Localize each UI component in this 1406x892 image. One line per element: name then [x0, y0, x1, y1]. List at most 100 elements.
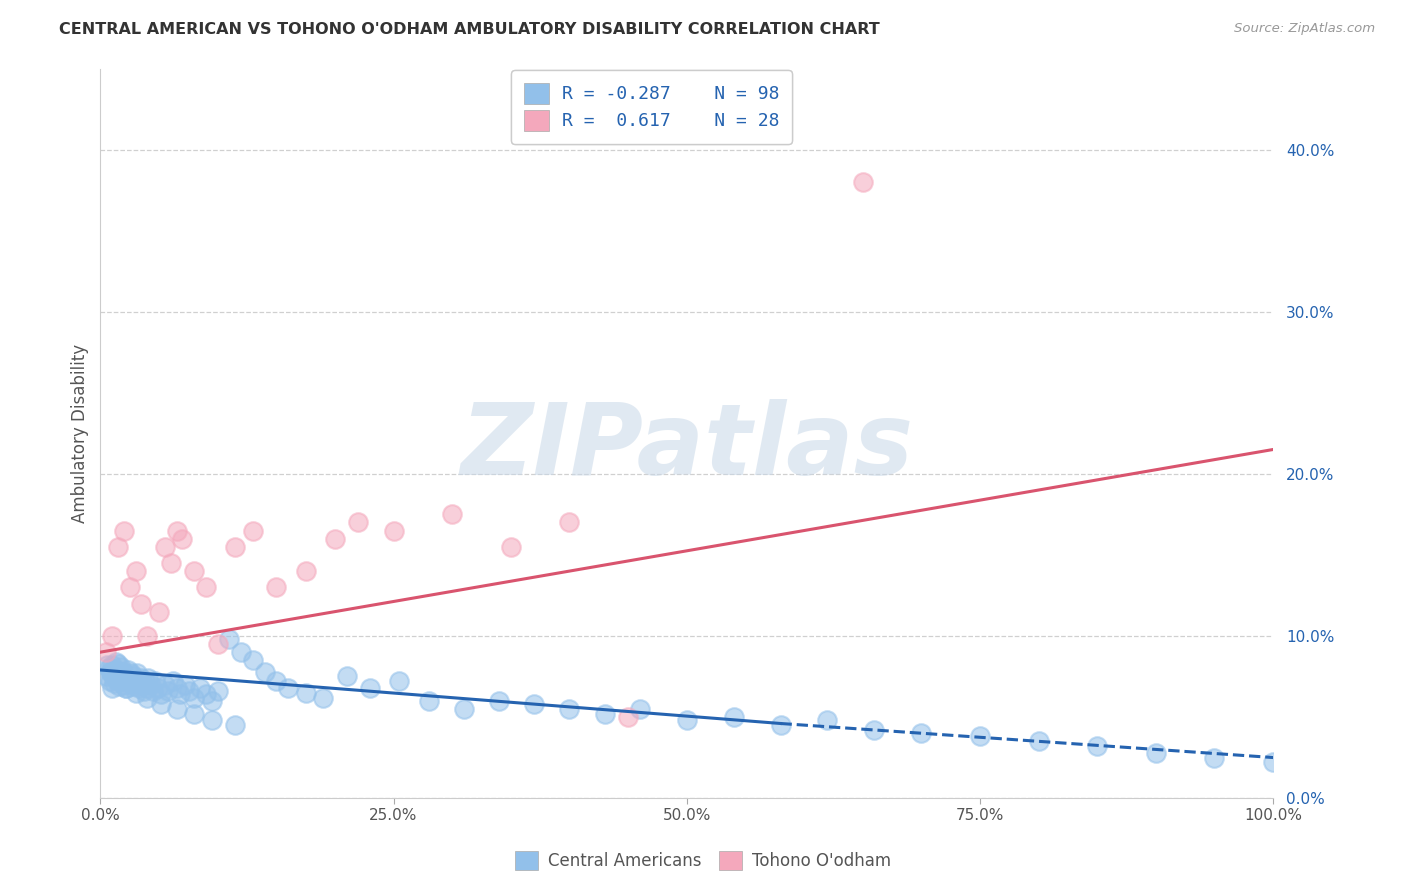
Point: [183, 564, 205, 578]
Point: [628, 702, 651, 716]
Point: [488, 694, 510, 708]
Point: [108, 674, 131, 689]
Point: [107, 540, 129, 554]
Point: [153, 540, 176, 554]
Point: [101, 629, 124, 643]
Point: [96, 669, 118, 683]
Point: [127, 676, 149, 690]
Point: [122, 669, 145, 683]
Legend: Central Americans, Tohono O'odham: Central Americans, Tohono O'odham: [509, 844, 897, 877]
Point: [253, 665, 276, 679]
Point: [1028, 734, 1050, 748]
Point: [312, 690, 335, 705]
Point: [294, 564, 316, 578]
Point: [1144, 746, 1167, 760]
Point: [139, 677, 162, 691]
Point: [1261, 756, 1284, 770]
Point: [104, 655, 127, 669]
Point: [183, 690, 205, 705]
Point: [115, 681, 138, 695]
Point: [323, 532, 346, 546]
Point: [593, 706, 616, 721]
Text: Source: ZipAtlas.com: Source: ZipAtlas.com: [1234, 22, 1375, 36]
Point: [100, 665, 122, 679]
Point: [124, 564, 146, 578]
Point: [499, 540, 522, 554]
Point: [98, 674, 121, 689]
Point: [852, 175, 875, 189]
Point: [103, 669, 125, 683]
Point: [224, 540, 246, 554]
Point: [112, 668, 135, 682]
Point: [131, 597, 153, 611]
Point: [183, 706, 205, 721]
Point: [104, 663, 127, 677]
Point: [194, 580, 217, 594]
Point: [136, 690, 159, 705]
Point: [166, 524, 188, 538]
Point: [229, 645, 252, 659]
Point: [264, 674, 287, 689]
Point: [150, 697, 173, 711]
Legend: R = -0.287    N = 98, R =  0.617    N = 28: R = -0.287 N = 98, R = 0.617 N = 28: [512, 70, 792, 144]
Point: [166, 681, 188, 695]
Point: [110, 659, 132, 673]
Point: [1204, 750, 1226, 764]
Point: [153, 677, 176, 691]
Point: [162, 674, 184, 689]
Point: [382, 524, 405, 538]
Point: [969, 730, 991, 744]
Point: [103, 668, 125, 682]
Point: [166, 702, 188, 716]
Point: [111, 665, 134, 679]
Point: [769, 718, 792, 732]
Point: [201, 713, 224, 727]
Point: [131, 677, 153, 691]
Point: [114, 674, 136, 689]
Point: [124, 673, 146, 687]
Point: [150, 687, 173, 701]
Point: [157, 684, 180, 698]
Point: [336, 669, 359, 683]
Point: [188, 681, 211, 695]
Y-axis label: Ambulatory Disability: Ambulatory Disability: [72, 343, 89, 523]
Point: [118, 673, 141, 687]
Point: [207, 637, 229, 651]
Point: [121, 676, 143, 690]
Point: [128, 681, 150, 695]
Point: [359, 681, 381, 695]
Point: [96, 645, 118, 659]
Point: [388, 674, 411, 689]
Text: ZIPatlas: ZIPatlas: [460, 400, 914, 496]
Point: [418, 694, 440, 708]
Point: [558, 516, 581, 530]
Point: [132, 684, 155, 698]
Point: [523, 697, 546, 711]
Point: [120, 666, 142, 681]
Point: [110, 671, 132, 685]
Point: [242, 524, 264, 538]
Point: [723, 710, 745, 724]
Text: CENTRAL AMERICAN VS TOHONO O'ODHAM AMBULATORY DISABILITY CORRELATION CHART: CENTRAL AMERICAN VS TOHONO O'ODHAM AMBUL…: [59, 22, 880, 37]
Point: [108, 679, 131, 693]
Point: [146, 681, 169, 695]
Point: [242, 653, 264, 667]
Point: [103, 676, 125, 690]
Point: [169, 687, 191, 701]
Point: [138, 671, 160, 685]
Point: [101, 658, 124, 673]
Point: [117, 671, 139, 685]
Point: [347, 516, 370, 530]
Point: [817, 713, 839, 727]
Point: [201, 694, 224, 708]
Point: [224, 718, 246, 732]
Point: [218, 632, 240, 647]
Point: [453, 702, 475, 716]
Point: [112, 524, 135, 538]
Point: [107, 657, 129, 671]
Point: [863, 723, 886, 737]
Point: [148, 605, 170, 619]
Point: [97, 661, 120, 675]
Point: [136, 629, 159, 643]
Point: [101, 681, 124, 695]
